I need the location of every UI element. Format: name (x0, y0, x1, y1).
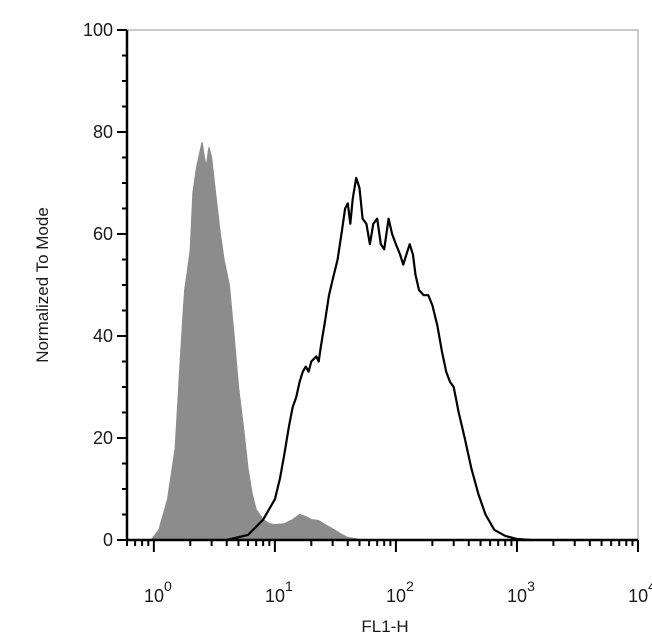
y-axis: 0 20 40 60 80 100 (83, 20, 129, 550)
series-layer (149, 142, 531, 542)
series-1-outline (226, 176, 531, 542)
x-tick-label: 100 (144, 578, 172, 606)
x-tick-label: 103 (507, 578, 535, 606)
y-tick-label: 80 (93, 122, 113, 142)
x-tick-label: 101 (265, 578, 293, 606)
y-tick-label: 100 (83, 20, 113, 40)
series-0-filled-area (149, 142, 370, 541)
y-tick-label: 0 (103, 530, 113, 550)
x-tick-label: 102 (386, 578, 414, 606)
y-tick-label: 20 (93, 428, 113, 448)
y-tick-label: 60 (93, 224, 113, 244)
y-axis-title: Normalized To Mode (33, 207, 52, 363)
x-axis: 100 101 102 103 104 (126, 538, 652, 606)
x-tick-label: 104 (628, 578, 652, 606)
y-tick-label: 40 (93, 326, 113, 346)
x-axis-title: FL1-H (361, 617, 408, 636)
